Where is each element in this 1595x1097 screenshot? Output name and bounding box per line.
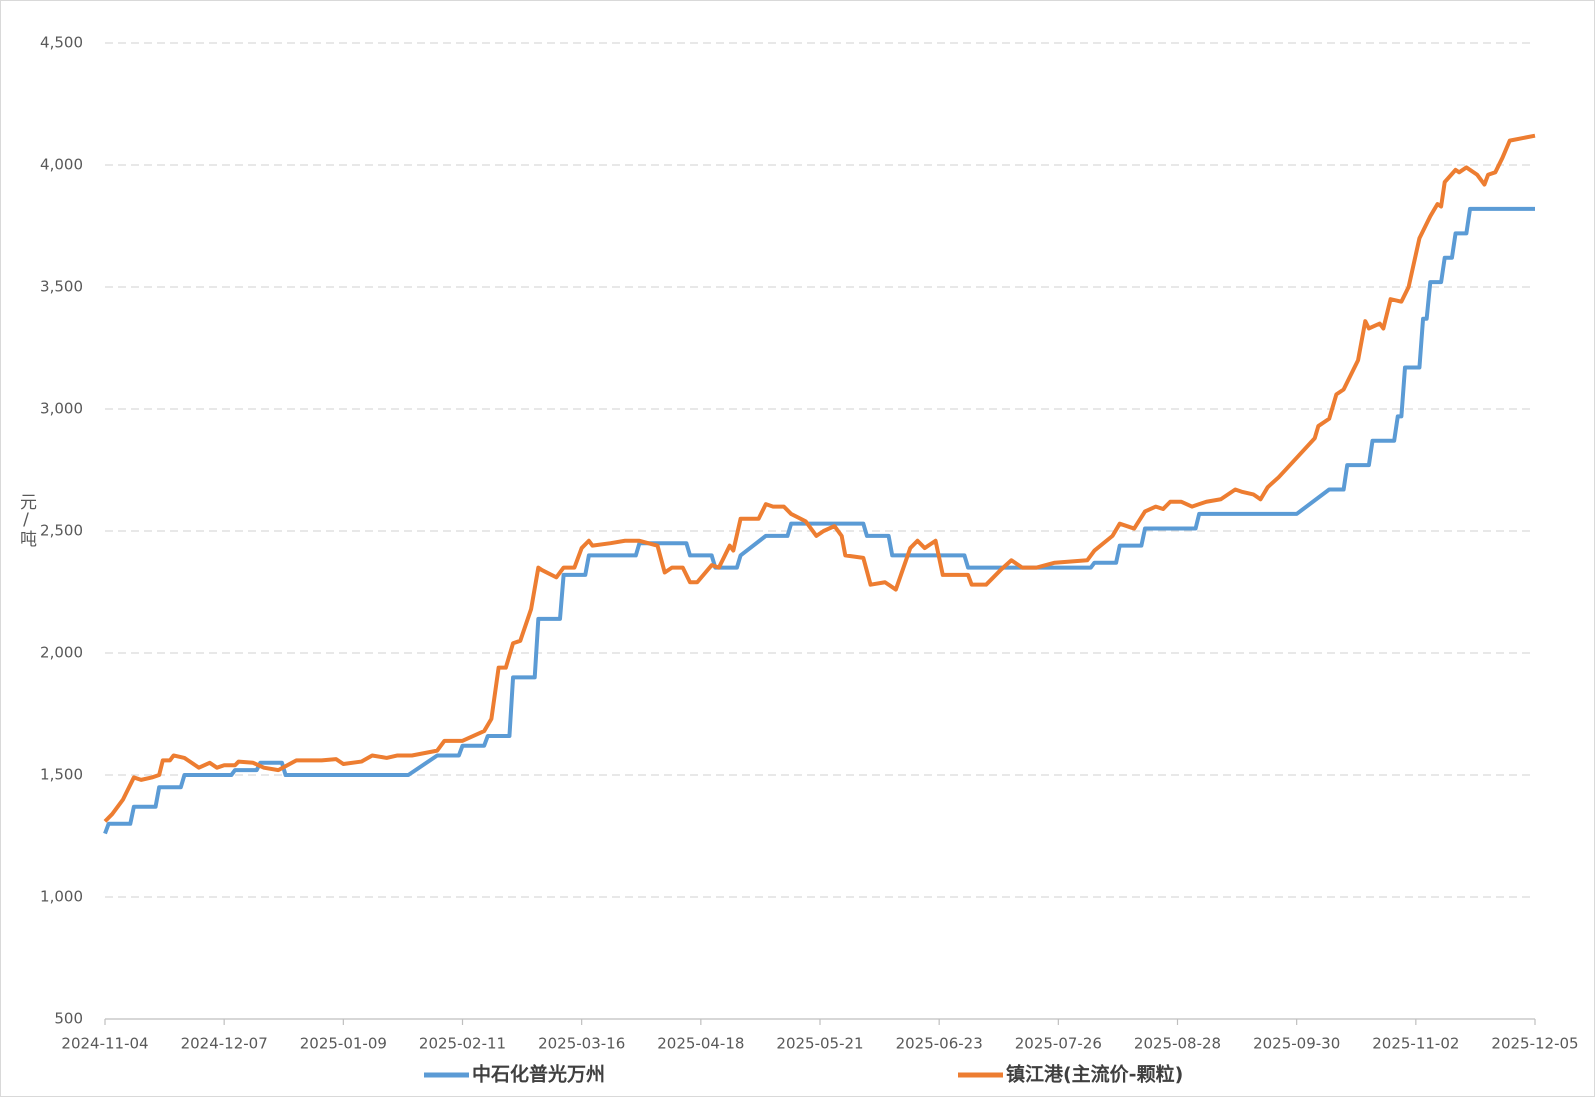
y-tick-label: 500 — [54, 1010, 83, 1028]
x-tick-label: 2025-08-28 — [1134, 1035, 1221, 1053]
x-tick-label: 2025-07-26 — [1015, 1035, 1102, 1053]
x-tick-label: 2025-09-30 — [1253, 1035, 1340, 1053]
x-tick-label: 2025-12-05 — [1491, 1035, 1578, 1053]
series-line — [103, 133, 1536, 823]
y-axis-label: 元/吨 — [16, 493, 37, 547]
y-tick-label: 3,000 — [40, 400, 83, 418]
x-tick-label: 2025-11-02 — [1372, 1035, 1459, 1053]
legend-label: 中石化普光万州 — [472, 1063, 605, 1086]
x-tick-label: 2025-06-23 — [896, 1035, 983, 1053]
x-tick-label: 2025-05-21 — [776, 1035, 863, 1053]
legend-label: 镇江港(主流价-颗粒) — [1006, 1063, 1183, 1086]
y-tick-label: 1,500 — [40, 766, 83, 784]
x-tick-label: 2025-01-09 — [300, 1035, 387, 1053]
x-tick-label: 2025-02-11 — [419, 1035, 506, 1053]
x-tick-label: 2025-03-16 — [538, 1035, 625, 1053]
y-tick-label: 4,000 — [40, 156, 83, 174]
series-line — [103, 206, 1535, 835]
x-tick-label: 2025-04-18 — [657, 1035, 744, 1053]
y-tick-label: 4,500 — [40, 34, 83, 52]
y-tick-label: 2,000 — [40, 644, 83, 662]
x-tick-label: 2024-12-07 — [181, 1035, 268, 1053]
y-tick-label: 2,500 — [40, 522, 83, 540]
y-tick-label: 1,000 — [40, 888, 83, 906]
x-tick-label: 2024-11-04 — [61, 1035, 148, 1053]
legend: 中石化普光万州 镇江港(主流价-颗粒) — [424, 1063, 1183, 1086]
y-tick-label: 3,500 — [40, 278, 83, 296]
